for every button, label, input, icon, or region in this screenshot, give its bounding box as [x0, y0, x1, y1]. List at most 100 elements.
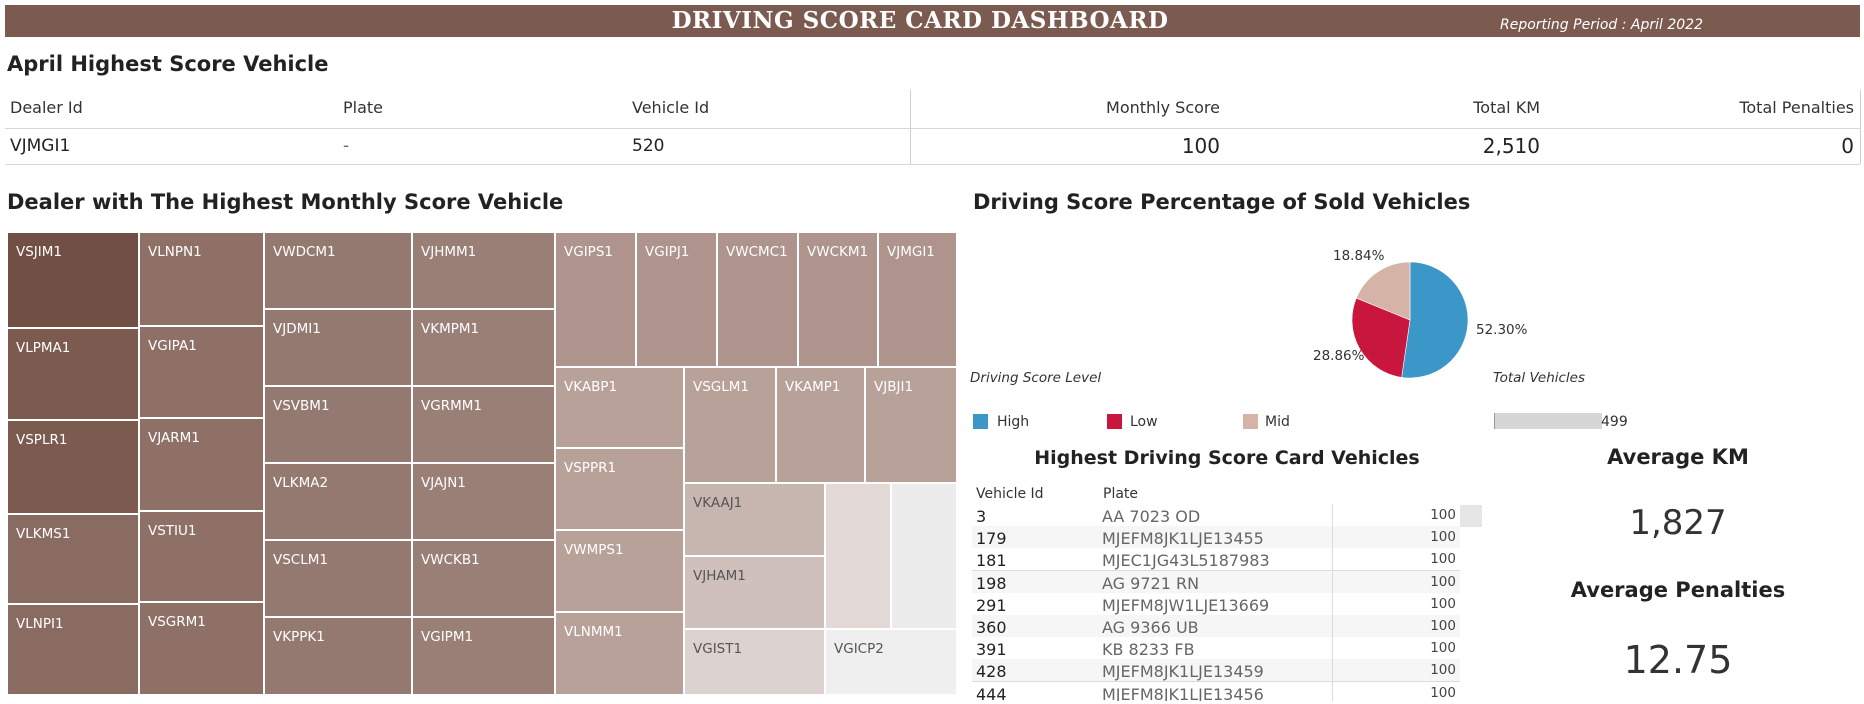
treemap-cell-vsgrm1[interactable]: VSGRM1 [139, 602, 264, 695]
total-vehicles-value: 499 [1601, 414, 1628, 430]
treemap-cell-vkaaj1[interactable]: VKAAJ1 [684, 483, 825, 556]
treemap-cell-vgips1[interactable]: VGIPS1 [555, 232, 636, 367]
treemap-cell-vlkma2[interactable]: VLKMA2 [264, 463, 412, 540]
treemap-cell-vjmgi1[interactable]: VJMGI1 [878, 232, 957, 367]
vehicle-score-cell: 100 [1430, 529, 1456, 546]
pie-slice-high[interactable] [1401, 261, 1469, 379]
table-divider [910, 90, 911, 164]
treemap-cell-vgicp2[interactable]: VGICP2 [825, 629, 957, 695]
pie-label-high: 52.30% [1476, 322, 1528, 338]
treemap-cell-vgipj1[interactable]: VGIPJ1 [636, 232, 717, 367]
treemap-cell-vstiu1[interactable]: VSTIU1 [139, 511, 264, 602]
treemap-cell-vkabp1[interactable]: VKABP1 [555, 367, 684, 448]
total-vehicles-bar[interactable] [1494, 413, 1602, 429]
vehicles-table-body[interactable]: 3 AA 7023 OD 100 179 MJEFM8JK1LJE13455 100 181… [972, 504, 1484, 701]
treemap-cell-vjajn1[interactable]: VJAJN1 [412, 463, 555, 540]
treemap-cell-vsjim1[interactable]: VSJIM1 [7, 232, 139, 328]
treemap-cell-vlnpn1[interactable]: VLNPN1 [139, 232, 264, 326]
treemap-cell-vwcmc1[interactable]: VWCMC1 [717, 232, 798, 367]
treemap-cell-vjbji1[interactable]: VJBJI1 [865, 367, 957, 483]
treemap-cell-vjdmi1[interactable]: VJDMI1 [264, 309, 412, 386]
cell-monthly-score: 100 [1181, 134, 1220, 158]
pie-slice-low[interactable] [1351, 297, 1411, 378]
treemap-cell-vgist1[interactable]: VGIST1 [684, 629, 825, 695]
vehicle-score-cell: 100 [1430, 507, 1456, 523]
cell-vehicle-id: 520 [632, 136, 665, 156]
row-column-divider [1332, 637, 1333, 660]
vehicle-score-cell: 100 [1430, 618, 1456, 634]
treemap-cell-vwckb1[interactable]: VWCKB1 [412, 540, 555, 617]
table-header-line [5, 128, 1860, 129]
row-column-divider [1332, 592, 1333, 615]
table-bottom-line [5, 164, 1860, 165]
treemap-cell-vjhmm1[interactable]: VJHMM1 [412, 232, 555, 309]
pie-slice-mid[interactable] [1355, 261, 1411, 321]
vehicle-row[interactable]: 181 MJEC1JG43L5187983 100 [972, 548, 1460, 572]
legend-title: Driving Score Level [970, 370, 1102, 386]
treemap-cell-vsclm1[interactable]: VSCLM1 [264, 540, 412, 617]
vehicles-col-id: Vehicle Id [976, 486, 1044, 502]
legend-swatch-high [973, 414, 988, 429]
treemap-cell-unlabeled-38[interactable] [891, 483, 957, 629]
treemap-cell-vwdcm1[interactable]: VWDCM1 [264, 232, 412, 309]
vehicle-row[interactable]: 391 KB 8233 FB 100 [972, 637, 1460, 661]
vehicle-row[interactable]: 291 MJEFM8JW1LJE13669 100 [972, 592, 1460, 616]
score-pie-chart[interactable] [1340, 250, 1480, 390]
vehicle-row[interactable]: 198 AG 9721 RN 100 [972, 570, 1460, 594]
vehicle-row[interactable]: 444 MJEFM8JK1LJE13456 100 [972, 681, 1460, 701]
vehicle-id-cell: 198 [976, 573, 1007, 593]
treemap-cell-vjarm1[interactable]: VJARM1 [139, 418, 264, 511]
treemap-cell-vjham1[interactable]: VJHAM1 [684, 556, 825, 629]
vehicle-id-cell: 291 [976, 595, 1007, 615]
vehicle-score-cell: 100 [1430, 640, 1456, 657]
treemap-cell-vkmpm1[interactable]: VKMPM1 [412, 309, 555, 386]
pie-label-mid: 18.84% [1333, 248, 1385, 264]
treemap-cell-vkamp1[interactable]: VKAMP1 [776, 367, 865, 483]
treemap-cell-vsplr1[interactable]: VSPLR1 [7, 420, 139, 514]
vehicle-plate-cell: AG 9721 RN [1102, 573, 1200, 593]
treemap-cell-vlkms1[interactable]: VLKMS1 [7, 514, 139, 604]
treemap-cell-vsglm1[interactable]: VSGLM1 [684, 367, 776, 483]
vehicles-table-title: Highest Driving Score Card Vehicles [1034, 447, 1420, 469]
vehicle-row[interactable]: 428 MJEFM8JK1LJE13459 100 [972, 659, 1460, 683]
treemap-cell-unlabeled-37[interactable] [825, 483, 891, 629]
row-column-divider [1332, 504, 1333, 526]
pie-label-low: 28.86% [1313, 348, 1365, 364]
vehicle-plate-cell: AA 7023 OD [1102, 507, 1201, 526]
vehicle-score-cell: 100 [1430, 573, 1456, 590]
table-scrollbar-thumb[interactable] [1460, 505, 1482, 527]
treemap-cell-vgipa1[interactable]: VGIPA1 [139, 326, 264, 418]
avg-km-value: 1,827 [1629, 503, 1727, 543]
header-bar [5, 5, 1860, 37]
legend-label-high[interactable]: High [997, 414, 1030, 430]
table-right-border [1860, 90, 1861, 164]
legend-label-low[interactable]: Low [1130, 414, 1158, 430]
treemap-cell-vsppr1[interactable]: VSPPR1 [555, 448, 684, 530]
col-dealer-id: Dealer Id [10, 98, 83, 117]
treemap-cell-vsvbm1[interactable]: VSVBM1 [264, 386, 412, 463]
vehicle-row[interactable]: 3 AA 7023 OD 100 [972, 504, 1460, 527]
row-column-divider [1332, 548, 1333, 571]
vehicle-row[interactable]: 360 AG 9366 UB 100 [972, 615, 1460, 638]
avg-penalties-value: 12.75 [1623, 638, 1733, 682]
vehicle-score-cell: 100 [1430, 551, 1456, 568]
vehicle-row[interactable]: 179 MJEFM8JK1LJE13455 100 [972, 526, 1460, 550]
treemap-cell-vwckm1[interactable]: VWCKM1 [798, 232, 878, 367]
treemap-cell-vgrmm1[interactable]: VGRMM1 [412, 386, 555, 463]
vehicle-id-cell: 181 [976, 551, 1007, 571]
legend-label-mid[interactable]: Mid [1265, 414, 1290, 430]
pie-title: Driving Score Percentage of Sold Vehicle… [973, 190, 1471, 214]
vehicle-id-cell: 360 [976, 618, 1007, 637]
treemap-cell-vlnmm1[interactable]: VLNMM1 [555, 612, 684, 695]
vehicle-plate-cell: MJEFM8JW1LJE13669 [1102, 595, 1270, 615]
treemap-cell-vlpma1[interactable]: VLPMA1 [7, 328, 139, 420]
cell-total-penalties: 0 [1841, 134, 1854, 158]
treemap-cell-vwmps1[interactable]: VWMPS1 [555, 530, 684, 612]
vehicle-score-cell: 100 [1430, 684, 1456, 701]
treemap-cell-vkppk1[interactable]: VKPPK1 [264, 617, 412, 695]
vehicle-plate-cell: KB 8233 FB [1102, 640, 1195, 660]
vehicle-plate-cell: AG 9366 UB [1102, 618, 1199, 637]
treemap-cell-vlnpi1[interactable]: VLNPI1 [7, 604, 139, 695]
treemap-cell-vgipm1[interactable]: VGIPM1 [412, 617, 555, 695]
dealer-treemap[interactable]: VSJIM1 VLPMA1 VSPLR1 VLKMS1 VLNPI1 VLNPN1 VGIP… [7, 232, 957, 695]
